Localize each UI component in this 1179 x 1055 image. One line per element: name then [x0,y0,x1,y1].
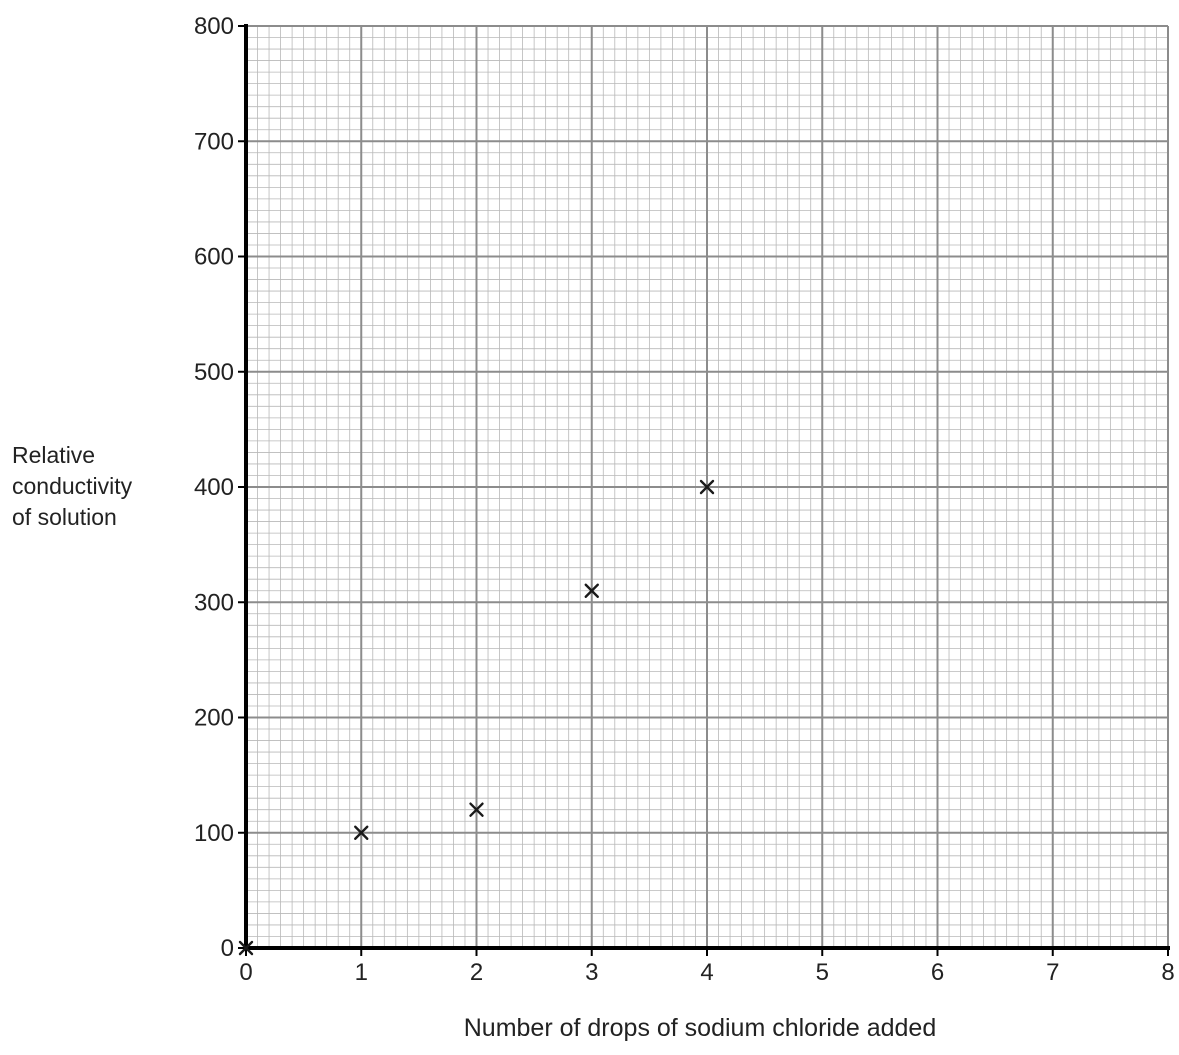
y-tick-labels: 0 100 200 300 400 500 600 700 800 [194,13,234,962]
data-point-marker [354,825,369,840]
y-axis-label: Relative conductivity of solution [12,440,182,533]
marker-stroke [699,479,715,495]
marker-stroke [584,583,599,598]
data-points [238,479,715,956]
x-axis-label: Number of drops of sodium chloride added [463,1014,937,1042]
marker-stroke [469,802,484,817]
marker-stroke [238,940,254,956]
x-tick-label: 2 [470,959,483,986]
x-tick-label: 1 [355,959,368,986]
data-point-marker [469,802,484,817]
y-tick-label: 600 [194,244,234,271]
x-tick-labels: 0 1 2 3 4 5 6 7 8 [239,959,1174,986]
x-tick-label: 8 [1161,959,1174,986]
x-tick-label: 7 [1046,959,1059,986]
data-point-marker [238,940,254,956]
x-tick-label: 6 [931,959,944,986]
y-axis-label-line-3: of solution [12,504,117,530]
y-axis-label-line-1: Relative [12,442,96,468]
y-tick-label: 700 [194,128,234,155]
y-tick-label: 800 [194,13,234,40]
x-tick-label: 0 [239,959,252,986]
axes [238,24,1170,956]
y-tick-label: 200 [194,705,234,732]
y-tick-label: 0 [221,935,234,962]
y-axis-label-line-2: conductivity [12,473,133,499]
y-tick-label: 100 [194,820,234,847]
y-tick-label: 400 [194,474,234,501]
marker-stroke [354,825,369,840]
x-tick-label: 5 [816,959,829,986]
y-tick-label: 500 [194,359,234,386]
y-tick-label: 300 [194,589,234,616]
x-tick-label: 3 [585,959,598,986]
x-tick-label: 4 [700,959,713,986]
data-point-marker [699,479,715,495]
data-point-marker [584,583,599,598]
